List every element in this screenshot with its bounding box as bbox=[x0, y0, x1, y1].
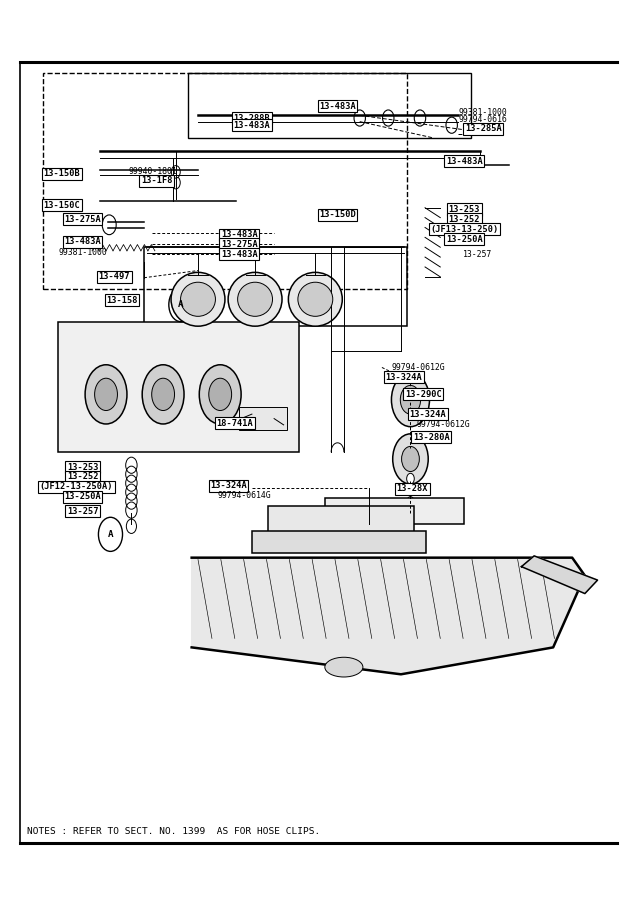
Text: 13-252: 13-252 bbox=[67, 472, 98, 482]
Text: 18-741A: 18-741A bbox=[217, 418, 253, 427]
Text: 13-483A: 13-483A bbox=[446, 157, 483, 166]
Text: (JF12-13-250A): (JF12-13-250A) bbox=[39, 482, 113, 491]
Text: 13-257: 13-257 bbox=[463, 250, 492, 259]
Polygon shape bbox=[522, 556, 598, 594]
Circle shape bbox=[406, 497, 414, 508]
Text: 99794-0612G: 99794-0612G bbox=[417, 420, 471, 429]
Circle shape bbox=[209, 378, 232, 410]
Circle shape bbox=[406, 473, 414, 484]
Text: 13-150B: 13-150B bbox=[43, 169, 80, 178]
Text: 99794-0614G: 99794-0614G bbox=[217, 491, 271, 500]
Circle shape bbox=[401, 446, 419, 472]
Ellipse shape bbox=[298, 283, 333, 316]
Text: 13-483A: 13-483A bbox=[64, 238, 101, 247]
Text: 13-250A: 13-250A bbox=[446, 235, 483, 244]
Text: 13-253: 13-253 bbox=[67, 463, 98, 472]
Text: 13-1F8: 13-1F8 bbox=[141, 176, 173, 185]
Circle shape bbox=[152, 378, 175, 410]
Ellipse shape bbox=[171, 273, 225, 326]
Ellipse shape bbox=[238, 283, 273, 316]
Text: 13-324A: 13-324A bbox=[409, 410, 446, 418]
Text: 13-158: 13-158 bbox=[106, 296, 138, 305]
Text: 13-497: 13-497 bbox=[99, 273, 130, 282]
FancyBboxPatch shape bbox=[325, 499, 464, 524]
Text: 13-483A: 13-483A bbox=[319, 102, 356, 111]
Text: 13-324A: 13-324A bbox=[386, 373, 422, 382]
Circle shape bbox=[446, 117, 457, 133]
Text: 99381-1000: 99381-1000 bbox=[59, 248, 107, 257]
Text: 13-250A: 13-250A bbox=[64, 492, 101, 501]
Polygon shape bbox=[192, 558, 585, 674]
Text: 13-150D: 13-150D bbox=[319, 211, 356, 220]
Circle shape bbox=[199, 364, 241, 424]
Text: A: A bbox=[178, 301, 183, 310]
Text: 13-28X: 13-28X bbox=[397, 484, 428, 493]
Text: 13-275A: 13-275A bbox=[64, 215, 101, 224]
Text: 13-288B: 13-288B bbox=[234, 113, 270, 122]
Text: 99794-0616: 99794-0616 bbox=[458, 115, 507, 124]
Circle shape bbox=[406, 485, 414, 496]
Text: 13-483A: 13-483A bbox=[234, 121, 270, 130]
Text: 13-257: 13-257 bbox=[67, 507, 98, 516]
Ellipse shape bbox=[289, 273, 342, 326]
Circle shape bbox=[414, 110, 426, 126]
Text: 99794-0612G: 99794-0612G bbox=[391, 363, 445, 372]
Circle shape bbox=[142, 364, 184, 424]
Circle shape bbox=[102, 215, 116, 235]
Ellipse shape bbox=[180, 283, 215, 316]
Circle shape bbox=[392, 434, 428, 484]
Text: 13-253: 13-253 bbox=[448, 205, 480, 214]
Circle shape bbox=[85, 364, 127, 424]
Circle shape bbox=[354, 110, 366, 126]
Text: 13-290C: 13-290C bbox=[404, 390, 441, 399]
Text: 13-150C: 13-150C bbox=[43, 201, 80, 210]
Text: (JF13-13-250): (JF13-13-250) bbox=[430, 225, 499, 234]
Text: A: A bbox=[108, 530, 113, 539]
Ellipse shape bbox=[228, 273, 282, 326]
Text: 13-285A: 13-285A bbox=[465, 124, 502, 133]
Circle shape bbox=[391, 373, 429, 427]
Ellipse shape bbox=[325, 657, 363, 677]
Text: NOTES : REFER TO SECT. NO. 1399  AS FOR HOSE CLIPS.: NOTES : REFER TO SECT. NO. 1399 AS FOR H… bbox=[27, 827, 320, 836]
Text: 99940-1801: 99940-1801 bbox=[128, 167, 177, 176]
Text: 99381-1000: 99381-1000 bbox=[458, 108, 507, 117]
FancyBboxPatch shape bbox=[59, 321, 299, 452]
Circle shape bbox=[126, 519, 136, 534]
Text: 13-252: 13-252 bbox=[448, 215, 480, 224]
Text: 13-275A: 13-275A bbox=[221, 240, 257, 249]
Text: 13-483A: 13-483A bbox=[221, 230, 257, 239]
FancyBboxPatch shape bbox=[268, 506, 413, 533]
Text: 13-324A: 13-324A bbox=[210, 482, 247, 490]
Text: 13-483A: 13-483A bbox=[221, 250, 257, 259]
Circle shape bbox=[383, 110, 394, 126]
Circle shape bbox=[171, 176, 180, 189]
Circle shape bbox=[400, 385, 420, 414]
Text: 13-280A: 13-280A bbox=[413, 433, 450, 442]
Circle shape bbox=[95, 378, 117, 410]
FancyBboxPatch shape bbox=[252, 531, 426, 554]
Circle shape bbox=[171, 166, 180, 178]
FancyBboxPatch shape bbox=[240, 407, 287, 430]
